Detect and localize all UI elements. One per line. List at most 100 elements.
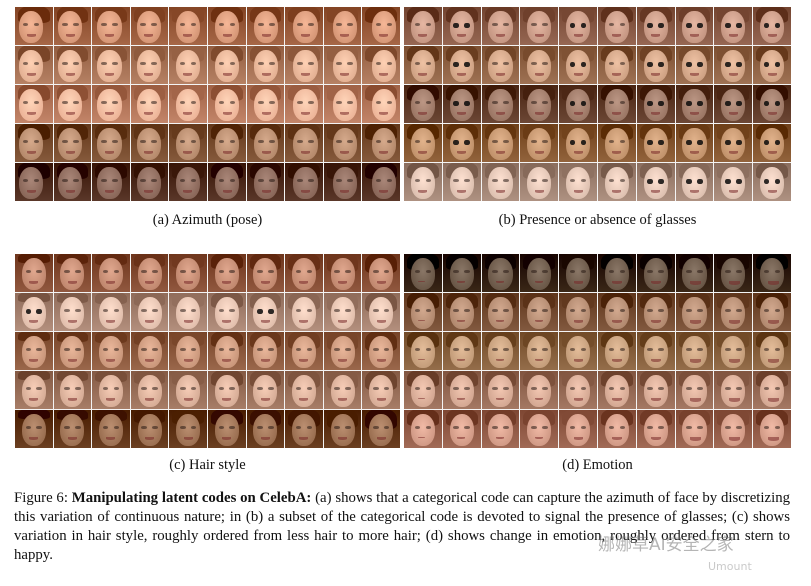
face-thumbnail: [130, 410, 169, 448]
face-thumbnail: [92, 293, 130, 331]
face-thumbnail: [714, 254, 753, 292]
face-thumbnail: [753, 254, 791, 292]
face-thumbnail: [92, 163, 130, 201]
face-thumbnail: [442, 163, 481, 201]
face-thumbnail: [442, 85, 481, 123]
face-thumbnail: [207, 254, 246, 292]
face-thumbnail: [207, 371, 246, 409]
face-thumbnail: [636, 7, 675, 45]
face-thumbnail: [714, 7, 753, 45]
face-thumbnail: [753, 163, 791, 201]
face-thumbnail: [246, 293, 285, 331]
face-thumbnail: [246, 371, 285, 409]
face-thumbnail: [362, 293, 400, 331]
face-thumbnail: [15, 124, 53, 162]
face-thumbnail: [362, 7, 400, 45]
face-thumbnail: [15, 410, 53, 448]
face-thumbnail: [404, 124, 442, 162]
face-thumbnail: [481, 124, 520, 162]
face-thumbnail: [404, 46, 442, 84]
face-thumbnail: [559, 293, 597, 331]
face-thumbnail: [285, 410, 323, 448]
face-thumbnail: [169, 85, 207, 123]
figure-caption-bold: Manipulating latent codes on CelebA:: [71, 490, 312, 506]
face-thumbnail: [753, 410, 791, 448]
face-thumbnail: [481, 46, 520, 84]
face-thumbnail: [404, 85, 442, 123]
face-thumbnail: [130, 371, 169, 409]
face-thumbnail: [753, 7, 791, 45]
face-thumbnail: [246, 46, 285, 84]
face-thumbnail: [130, 254, 169, 292]
face-thumbnail: [323, 124, 362, 162]
face-thumbnail: [362, 410, 400, 448]
face-thumbnail: [675, 163, 714, 201]
face-thumbnail: [285, 254, 323, 292]
face-thumbnail: [753, 371, 791, 409]
face-thumbnail: [169, 163, 207, 201]
face-thumbnail: [597, 124, 636, 162]
face-thumbnail: [404, 371, 442, 409]
face-thumbnail: [675, 332, 714, 370]
face-thumbnail: [285, 85, 323, 123]
face-thumbnail: [714, 332, 753, 370]
face-thumbnail: [323, 7, 362, 45]
face-thumbnail: [92, 410, 130, 448]
face-thumbnail: [753, 293, 791, 331]
face-thumbnail: [169, 371, 207, 409]
face-thumbnail: [636, 85, 675, 123]
figure-caption: Figure 6: Manipulating latent codes on C…: [14, 489, 790, 565]
face-thumbnail: [597, 293, 636, 331]
face-thumbnail: [520, 7, 559, 45]
face-thumbnail: [53, 7, 92, 45]
face-thumbnail: [207, 85, 246, 123]
figure-caption-text: (a) shows that a categorical code can ca…: [14, 490, 790, 563]
face-thumbnail: [15, 163, 53, 201]
face-thumbnail: [362, 254, 400, 292]
face-thumbnail: [53, 163, 92, 201]
face-thumbnail: [169, 293, 207, 331]
face-thumbnail: [675, 124, 714, 162]
face-thumbnail: [636, 410, 675, 448]
face-thumbnail: [597, 163, 636, 201]
face-thumbnail: [246, 332, 285, 370]
face-thumbnail: [15, 371, 53, 409]
face-thumbnail: [285, 46, 323, 84]
face-thumbnail: [481, 371, 520, 409]
caption-d: (d) Emotion: [562, 457, 633, 473]
face-thumbnail: [130, 46, 169, 84]
face-thumbnail: [285, 293, 323, 331]
face-thumbnail: [246, 7, 285, 45]
face-thumbnail: [53, 85, 92, 123]
face-thumbnail: [675, 254, 714, 292]
face-thumbnail: [15, 7, 53, 45]
face-thumbnail: [246, 124, 285, 162]
face-thumbnail: [404, 163, 442, 201]
face-thumbnail: [169, 410, 207, 448]
face-thumbnail: [53, 254, 92, 292]
face-thumbnail: [404, 254, 442, 292]
face-thumbnail: [92, 332, 130, 370]
face-thumbnail: [246, 85, 285, 123]
face-thumbnail: [285, 371, 323, 409]
face-thumbnail: [207, 7, 246, 45]
face-thumbnail: [362, 371, 400, 409]
face-thumbnail: [714, 293, 753, 331]
face-thumbnail: [92, 254, 130, 292]
face-thumbnail: [362, 46, 400, 84]
face-thumbnail: [92, 7, 130, 45]
face-thumbnail: [520, 332, 559, 370]
face-thumbnail: [169, 332, 207, 370]
face-thumbnail: [520, 254, 559, 292]
face-thumbnail: [285, 332, 323, 370]
image-grid-emotion: [404, 254, 791, 448]
face-thumbnail: [442, 332, 481, 370]
face-thumbnail: [207, 293, 246, 331]
face-thumbnail: [636, 254, 675, 292]
caption-c: (c) Hair style: [169, 457, 246, 473]
face-thumbnail: [753, 124, 791, 162]
face-thumbnail: [323, 410, 362, 448]
face-thumbnail: [130, 332, 169, 370]
face-thumbnail: [92, 124, 130, 162]
face-thumbnail: [130, 293, 169, 331]
